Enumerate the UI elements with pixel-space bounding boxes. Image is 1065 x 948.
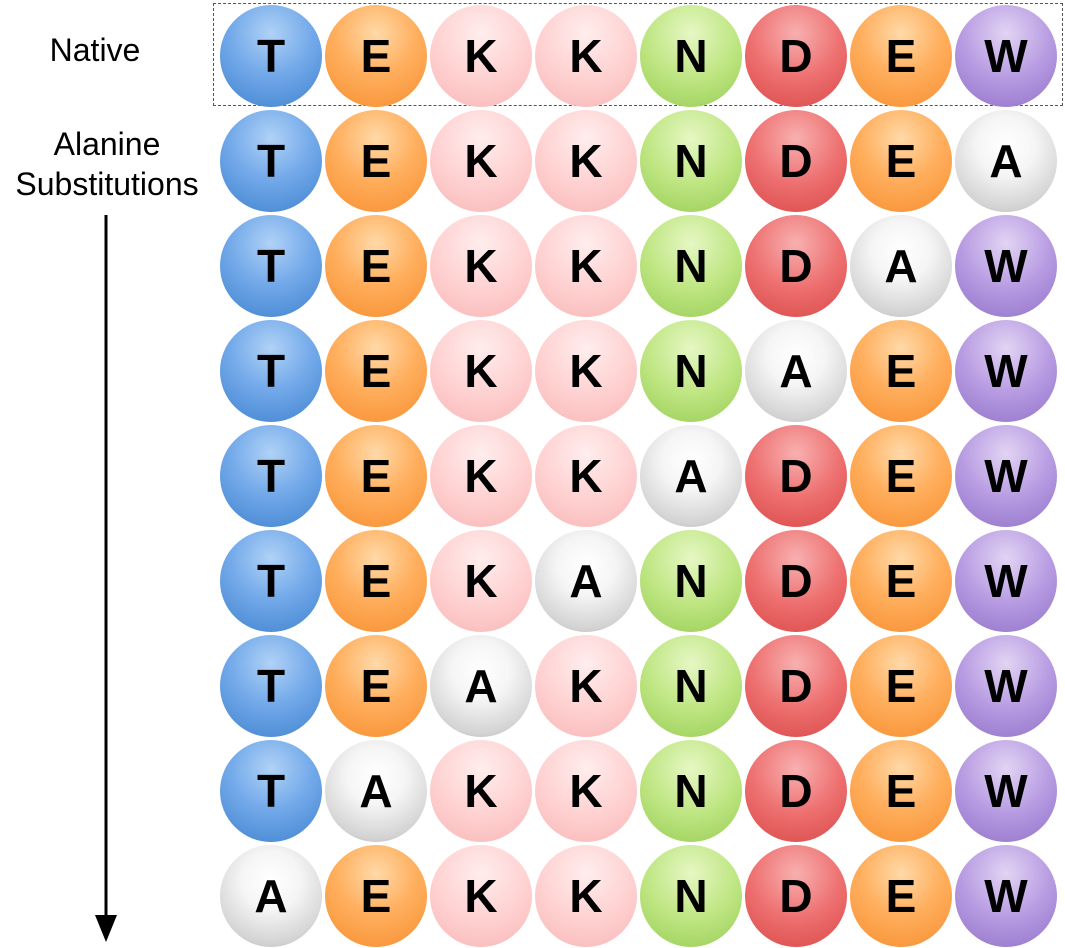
residue-r5-c3: A xyxy=(535,530,637,632)
residue-r6-c5: D xyxy=(745,635,847,737)
residue-r6-c6: E xyxy=(850,635,952,737)
residue-r4-c6: E xyxy=(850,425,952,527)
residue-r2-c2: K xyxy=(430,215,532,317)
residue-r1-c6: E xyxy=(850,110,952,212)
residue-r7-c4: N xyxy=(640,740,742,842)
residue-r3-c5: A xyxy=(745,320,847,422)
residue-r8-c3: K xyxy=(535,845,637,947)
residue-r2-c3: K xyxy=(535,215,637,317)
residue-r8-c0: A xyxy=(220,845,322,947)
residue-r5-c6: E xyxy=(850,530,952,632)
residue-r2-c7: W xyxy=(955,215,1057,317)
residue-r7-c1: A xyxy=(325,740,427,842)
native-residue-r0-c1: E xyxy=(325,5,427,107)
residue-r8-c4: N xyxy=(640,845,742,947)
residue-r1-c3: K xyxy=(535,110,637,212)
residue-r7-c2: K xyxy=(430,740,532,842)
residue-r3-c1: E xyxy=(325,320,427,422)
native-residue-r0-c7: W xyxy=(955,5,1057,107)
residue-r3-c4: N xyxy=(640,320,742,422)
residue-r4-c2: K xyxy=(430,425,532,527)
native-residue-r0-c5: D xyxy=(745,5,847,107)
residue-r4-c3: K xyxy=(535,425,637,527)
native-residue-r0-c6: E xyxy=(850,5,952,107)
residue-r8-c2: K xyxy=(430,845,532,947)
residue-r2-c6: A xyxy=(850,215,952,317)
residue-r3-c0: T xyxy=(220,320,322,422)
residue-r1-c2: K xyxy=(430,110,532,212)
residue-r4-c1: E xyxy=(325,425,427,527)
residue-r7-c0: T xyxy=(220,740,322,842)
residue-r6-c0: T xyxy=(220,635,322,737)
native-residue-r0-c4: N xyxy=(640,5,742,107)
residue-r5-c5: D xyxy=(745,530,847,632)
residue-r8-c1: E xyxy=(325,845,427,947)
residue-r7-c7: W xyxy=(955,740,1057,842)
residue-r7-c6: E xyxy=(850,740,952,842)
residue-r1-c5: D xyxy=(745,110,847,212)
residue-r8-c6: E xyxy=(850,845,952,947)
residue-r6-c3: K xyxy=(535,635,637,737)
native-sequence-highlight-box xyxy=(213,3,1063,106)
alanine-substitutions-label: Alanine Substitutions xyxy=(15,126,199,202)
residue-r8-c5: D xyxy=(745,845,847,947)
residue-r3-c7: W xyxy=(955,320,1057,422)
residue-r4-c5: D xyxy=(745,425,847,527)
residue-r1-c0: T xyxy=(220,110,322,212)
residue-r4-c4: A xyxy=(640,425,742,527)
native-residue-r0-c2: K xyxy=(430,5,532,107)
native-residue-r0-c3: K xyxy=(535,5,637,107)
residue-r3-c3: K xyxy=(535,320,637,422)
native-label: Native xyxy=(49,32,141,68)
residue-r1-c1: E xyxy=(325,110,427,212)
residue-r3-c2: K xyxy=(430,320,532,422)
residue-r7-c3: K xyxy=(535,740,637,842)
native-residue-r0-c0: T xyxy=(220,5,322,107)
down-arrow-icon xyxy=(95,215,117,942)
residue-r5-c4: N xyxy=(640,530,742,632)
residue-r5-c1: E xyxy=(325,530,427,632)
residue-r6-c7: W xyxy=(955,635,1057,737)
residue-r3-c6: E xyxy=(850,320,952,422)
residue-r2-c1: E xyxy=(325,215,427,317)
residue-r4-c0: T xyxy=(220,425,322,527)
residue-r8-c7: W xyxy=(955,845,1057,947)
residue-r6-c1: E xyxy=(325,635,427,737)
residue-r4-c7: W xyxy=(955,425,1057,527)
residue-r6-c2: A xyxy=(430,635,532,737)
residue-r2-c5: D xyxy=(745,215,847,317)
residue-r7-c5: D xyxy=(745,740,847,842)
residue-r5-c0: T xyxy=(220,530,322,632)
residue-r1-c4: N xyxy=(640,110,742,212)
residue-r5-c2: K xyxy=(430,530,532,632)
residue-r5-c7: W xyxy=(955,530,1057,632)
residue-r2-c0: T xyxy=(220,215,322,317)
residue-r1-c7: A xyxy=(955,110,1057,212)
residue-r2-c4: N xyxy=(640,215,742,317)
residue-r6-c4: N xyxy=(640,635,742,737)
